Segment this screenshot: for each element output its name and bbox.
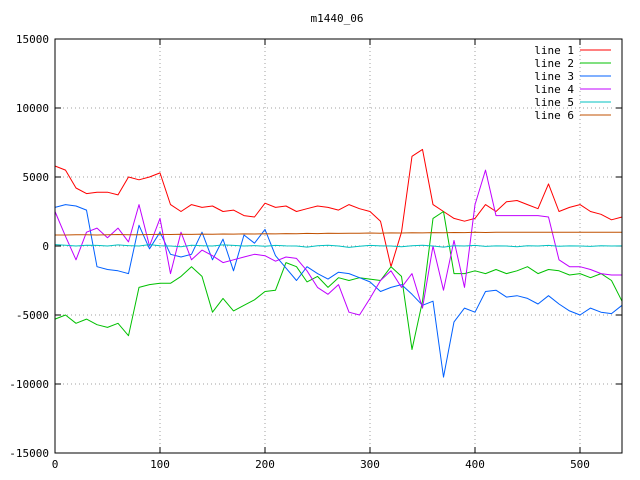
x-tick-label: 0 [52,458,59,471]
legend-label: line 2 [534,57,574,70]
legend-label: line 6 [534,109,574,122]
series-line-2 [54,211,623,350]
series-line-5 [54,244,623,248]
x-tick-label: 300 [360,458,380,471]
legend-label: line 3 [534,70,574,83]
series-line-1 [54,148,623,268]
chart-title: m1440_06 [311,12,364,25]
series-line-3 [54,204,623,378]
y-tick-label: 15000 [16,33,49,46]
legend-label: line 5 [534,96,574,109]
plot-frame [54,38,623,454]
series-line-4 [54,169,622,316]
x-tick-label: 200 [255,458,275,471]
series-layer [54,148,623,378]
y-tick-label: -15000 [9,447,49,460]
x-tick-label: 100 [150,458,170,471]
y-tick-label: -10000 [9,378,49,391]
tick-layer: 0 100 200 300 400 500 -15000 -10000 -5000 0 5000 10… [9,33,622,471]
y-tick-label: 0 [42,240,49,253]
series-line-6 [55,231,622,236]
y-tick-label: 5000 [23,171,50,184]
y-tick-label: 10000 [16,102,49,115]
x-tick-label: 400 [465,458,485,471]
legend-label: line 1 [534,44,574,57]
legend-label: line 4 [534,83,574,96]
y-tick-label: -5000 [16,309,49,322]
x-tick-label: 500 [570,458,590,471]
